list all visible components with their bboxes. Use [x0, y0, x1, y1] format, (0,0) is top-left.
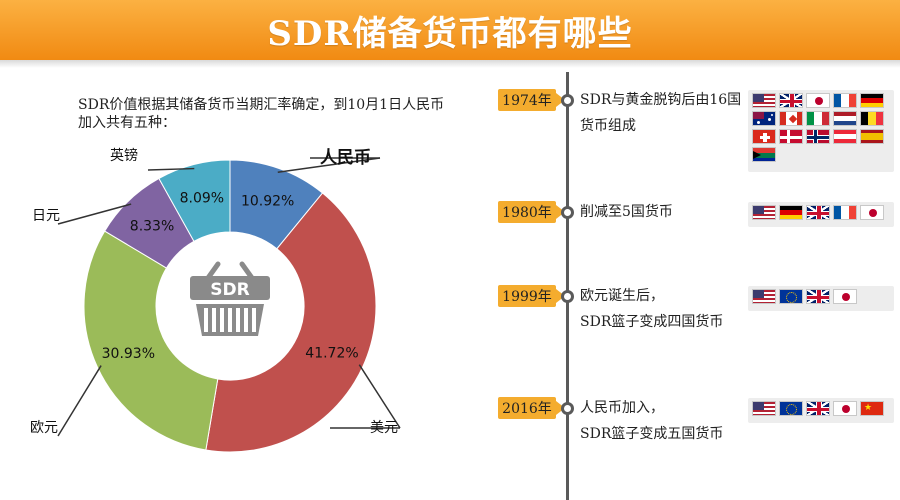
- flag-it-icon: [806, 111, 830, 126]
- flag-us-icon: [752, 401, 776, 416]
- timeline-dot: [561, 290, 574, 303]
- flag-us-icon: [752, 205, 776, 220]
- timeline-event-line: 欧元诞生后，: [580, 288, 664, 304]
- slice-category-label: 欧元: [30, 420, 58, 436]
- timeline-dot: [561, 94, 574, 107]
- flag-gb-icon: [779, 93, 803, 108]
- timeline-dot: [561, 402, 574, 415]
- timeline-event-line: SDR篮子变成四国货币: [580, 314, 724, 330]
- slice-value-label: 41.72%: [305, 345, 358, 361]
- flag-es-icon: [860, 129, 884, 144]
- flag-za-icon: [752, 147, 776, 162]
- sdr-donut-chart: 10.92% 人民币 41.72% 美元 30.93% 欧元 8.33% 日元 8.09% 英镑 S…: [30, 147, 401, 453]
- timeline-event-line: 货币组成: [580, 118, 636, 134]
- flag-ch-icon: [752, 129, 776, 144]
- flag-row: [752, 93, 892, 162]
- flag-row: ★: [752, 401, 892, 416]
- slice-value-label: 8.33%: [130, 219, 174, 235]
- slice-value-label: 10.92%: [241, 194, 294, 210]
- leader-line: [277, 157, 381, 174]
- flag-jp-icon: [833, 401, 857, 416]
- header-banner: SDR储备货币都有哪些: [0, 0, 900, 60]
- flag-at-icon: [833, 129, 857, 144]
- flag-fr-icon: [833, 93, 857, 108]
- flag-gb-icon: [806, 205, 830, 220]
- page-title: SDR储备货币都有哪些: [267, 13, 633, 54]
- flag-au-icon: [752, 111, 776, 126]
- flag-row: [752, 289, 892, 304]
- timeline-year-tag: 2016年: [498, 397, 565, 419]
- flag-no-icon: [806, 129, 830, 144]
- timeline-year-tag: 1999年: [498, 285, 565, 307]
- slice-category-label: 人民币: [320, 148, 371, 168]
- timeline-dot: [561, 206, 574, 219]
- flag-us-icon: [752, 93, 776, 108]
- flag-row: [752, 205, 892, 220]
- slice-value-label: 30.93%: [102, 346, 155, 362]
- flag-eu-icon: [779, 401, 803, 416]
- timeline-event-text: 人民币加入， SDR篮子变成五国货币: [580, 395, 723, 447]
- flag-gb-icon: [806, 289, 830, 304]
- flag-gb-icon: [806, 401, 830, 416]
- timeline-year-tag: 1980年: [498, 201, 565, 223]
- leader-line: [57, 203, 132, 225]
- timeline-event-text: SDR与黄金脱钩后由16国 货币组成: [580, 87, 741, 139]
- center-label: SDR: [210, 280, 249, 300]
- timeline-event-text: 欧元诞生后， SDR篮子变成四国货币: [580, 283, 723, 335]
- flag-ca-icon: [779, 111, 803, 126]
- leader-line: [358, 364, 401, 429]
- flag-dk-icon: [779, 129, 803, 144]
- flag-nl-icon: [833, 111, 857, 126]
- timeline-line: [566, 72, 569, 500]
- timeline-event-line: 削减至5国货币: [580, 204, 673, 220]
- flag-jp-icon: [833, 289, 857, 304]
- leader-line: [147, 167, 195, 171]
- leader-line: [57, 365, 102, 437]
- header-shadow: [0, 60, 900, 68]
- flag-be-icon: [860, 111, 884, 126]
- flag-de-icon: [860, 93, 884, 108]
- timeline-event-line: SDR篮子变成五国货币: [580, 426, 724, 442]
- slice-category-label: 英镑: [110, 147, 138, 164]
- flag-fr-icon: [833, 205, 857, 220]
- flag-us-icon: [752, 289, 776, 304]
- flag-de-icon: [779, 205, 803, 220]
- timeline-event-text: 削减至5国货币: [580, 199, 673, 225]
- flag-jp-icon: [860, 205, 884, 220]
- timeline-event-line: SDR与黄金脱钩后由16国: [580, 92, 742, 108]
- flag-jp-icon: [806, 93, 830, 108]
- timeline-year-tag: 1974年: [498, 89, 565, 111]
- basket-icon: [190, 261, 270, 336]
- slice-value-label: 8.09%: [180, 191, 224, 207]
- flag-cn-icon: ★: [860, 401, 884, 416]
- slice-category-label: 日元: [32, 208, 60, 224]
- intro-text: SDR价值根据其储备货币当期汇率确定，到10月1日人民币加入共有五种：: [78, 97, 445, 131]
- timeline-event-line: 人民币加入，: [580, 400, 664, 416]
- flag-eu-icon: [779, 289, 803, 304]
- slice-category-label: 美元: [370, 420, 398, 436]
